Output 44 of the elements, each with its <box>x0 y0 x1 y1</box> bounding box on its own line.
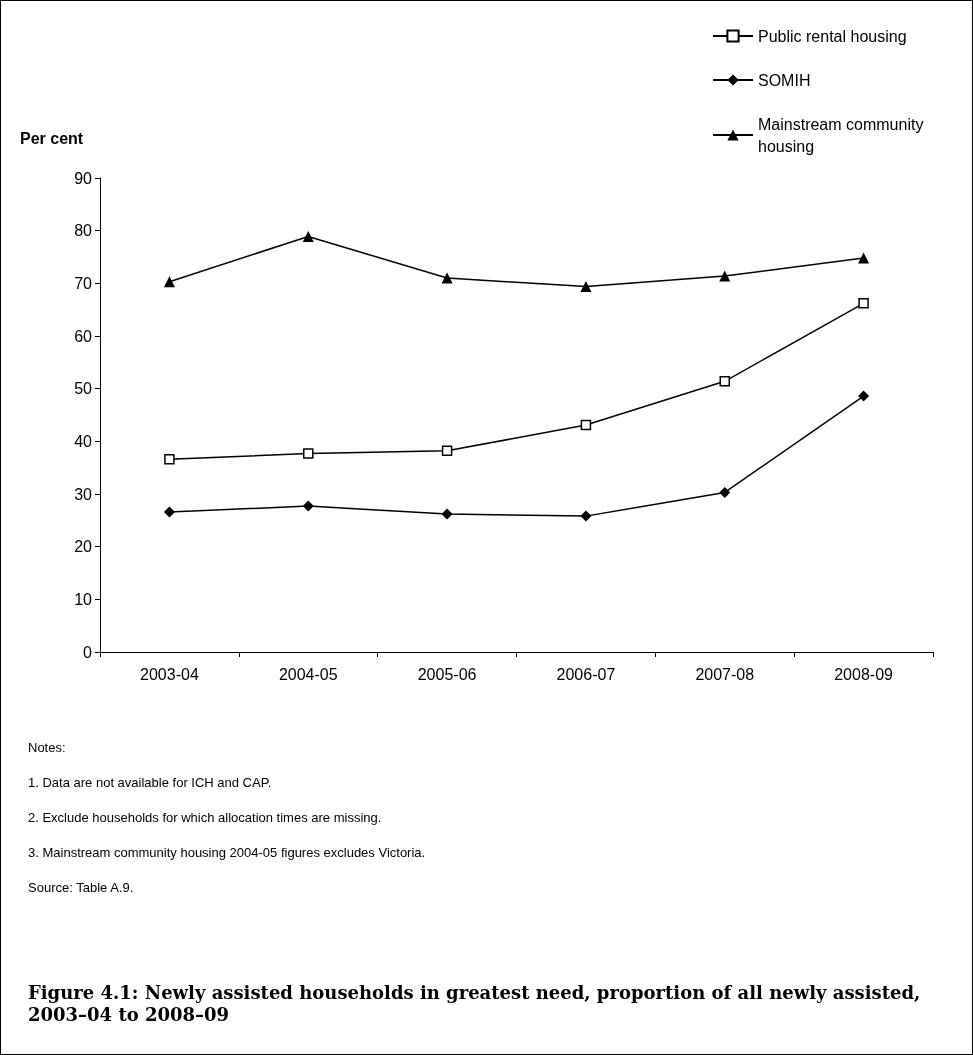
point <box>580 510 592 522</box>
y-tick-label: 90 <box>74 169 93 187</box>
text: 2. Exclude households for which allocation times are missing. <box>28 810 383 825</box>
point <box>302 500 314 512</box>
y-tick-label: 80 <box>74 222 93 240</box>
point <box>580 419 592 431</box>
y-tick-label: 70 <box>74 274 93 292</box>
text: 3. Mainstream community housing 2004-05 figures excludes Victoria. <box>28 845 426 860</box>
y-tick-label: 20 <box>74 538 93 556</box>
text: Figure 4.1: Newly assisted households in greatest need, proportion of all newly assisted, 2003–04 to 2008–09 <box>28 982 922 1026</box>
source-note: Source: Table A.9. <box>28 880 135 895</box>
point <box>719 486 731 498</box>
y-tick-label: 50 <box>74 380 93 398</box>
x-tick-label: 2005-06 <box>417 665 477 683</box>
point <box>858 390 870 402</box>
x-tick-label: 2006-07 <box>556 665 616 683</box>
point <box>163 276 175 288</box>
x-tick-label: 2004-05 <box>278 665 338 683</box>
x-tick-label: 2008-09 <box>834 665 894 683</box>
point <box>719 270 731 282</box>
legend-label: Mainstream community housing <box>758 115 928 155</box>
point <box>441 272 453 284</box>
legend-label: Public rental housing <box>758 27 907 45</box>
point <box>302 230 314 242</box>
legend-label: SOMIH <box>758 71 811 89</box>
point <box>858 252 870 264</box>
x-tick-label: 2007-08 <box>695 665 755 683</box>
y-tick-label: 10 <box>74 590 93 608</box>
point <box>303 448 314 459</box>
y-tick-label: 40 <box>74 432 93 450</box>
point <box>163 506 175 518</box>
y-tick-label: 0 <box>83 643 93 661</box>
y-axis-title: Per cent <box>20 129 84 147</box>
y-tick-label: 60 <box>74 327 93 345</box>
y-tick-label: 30 <box>74 485 93 503</box>
point <box>858 298 869 309</box>
text: Notes: <box>28 740 67 755</box>
point <box>164 453 175 465</box>
x-tick-label: 2003-04 <box>140 665 199 683</box>
point <box>441 508 453 520</box>
point <box>580 280 592 292</box>
point <box>441 445 453 457</box>
point <box>719 376 730 387</box>
text: 1. Data are not available for ICH and CAP. <box>28 775 273 790</box>
